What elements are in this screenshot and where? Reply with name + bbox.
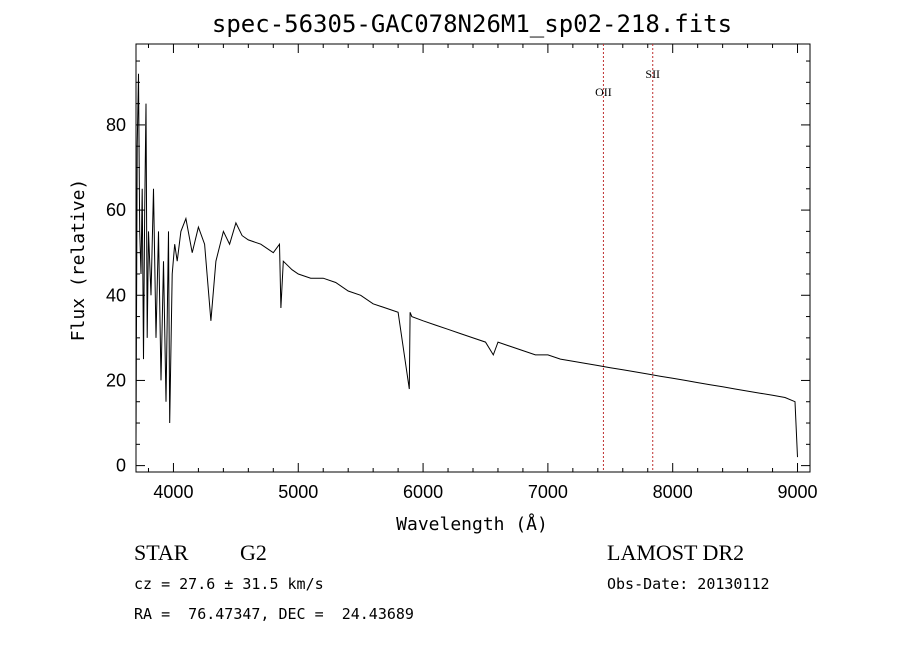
y-axis-title: Flux (relative) (68, 179, 89, 342)
axis-ticks: 4000 5000 6000 7000 8000 9000 0 20 40 60 80 (106, 44, 818, 502)
y-tick-label: 80 (106, 115, 126, 135)
object-subclass: G2 (240, 540, 267, 565)
plot-area (135, 73, 798, 458)
y-tick-label: 40 (106, 285, 126, 305)
line-marker-label: SII (645, 67, 660, 81)
line-marker-label: OII (595, 85, 612, 99)
object-class: STAR (134, 540, 189, 565)
redshift-cz: cz = 27.6 ± 31.5 km/s (134, 575, 324, 593)
y-tick-label: 0 (116, 456, 126, 476)
coordinates: RA = 76.47347, DEC = 24.43689 (134, 605, 414, 623)
y-tick-label: 60 (106, 200, 126, 220)
x-tick-label: 9000 (777, 482, 817, 502)
x-tick-label: 8000 (653, 482, 693, 502)
x-tick-label: 5000 (278, 482, 318, 502)
y-tick-label: 20 (106, 370, 126, 390)
x-tick-label: 4000 (153, 482, 193, 502)
survey-name: LAMOST DR2 (607, 540, 745, 565)
spectrum-line (135, 73, 798, 458)
plot-frame (135, 43, 811, 473)
x-tick-label: 6000 (403, 482, 443, 502)
x-tick-label: 7000 (528, 482, 568, 502)
x-axis-title: Wavelength (Å) (396, 513, 548, 535)
line-markers: OII SII (595, 44, 660, 472)
chart-title: spec-56305-GAC078N26M1_sp02-218.fits (212, 10, 732, 38)
observation-date: Obs-Date: 20130112 (607, 575, 770, 593)
